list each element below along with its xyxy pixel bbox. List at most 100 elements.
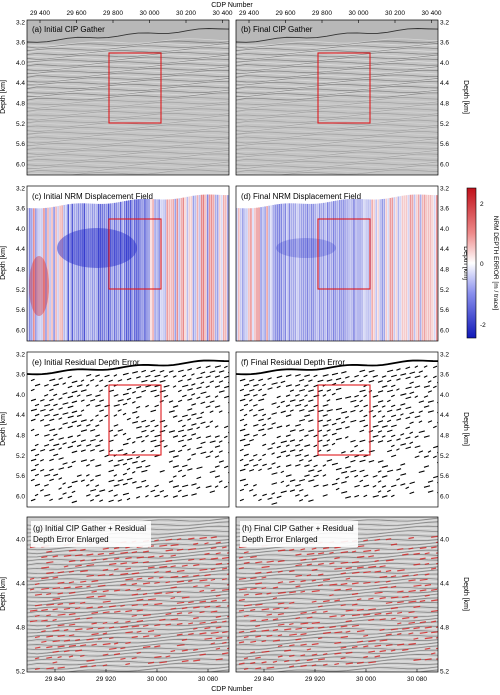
depth-tick-label-right: 3.2 — [440, 351, 449, 358]
panel-e-initial-residual-error — [27, 352, 229, 507]
depth-tick-label-right: 5.6 — [440, 307, 449, 314]
top-x-tick-label: 29 400 — [239, 10, 259, 17]
panel-a-title: (a) Initial CIP Gather — [32, 25, 105, 34]
depth-tick-label-left: 3.6 — [16, 40, 25, 47]
top-x-tick-label: 29 800 — [103, 10, 123, 17]
depth-tick-label-left: 4.8 — [16, 267, 25, 274]
panel-f-final-residual-error — [236, 352, 438, 507]
depth-tick-label-right: 4.0 — [440, 60, 449, 67]
bottom-x-tick-label: 29 920 — [305, 676, 325, 683]
depth-tick-label-left: 5.2 — [16, 668, 25, 675]
bottom-x-tick-label: 30 000 — [147, 676, 167, 683]
depth-tick-label-right: 4.8 — [440, 624, 449, 631]
panel-d-title: (d) Final NRM Displacement Field — [241, 192, 361, 201]
depth-tick-label-left: 4.0 — [16, 392, 25, 399]
depth-tick-label-right: 4.0 — [440, 392, 449, 399]
depth-tick-label-right: 5.2 — [440, 668, 449, 675]
depth-tick-label-right: 3.6 — [440, 372, 449, 379]
panel-a-initial-cip-gather — [27, 20, 229, 175]
depth-tick-label-left: 6.0 — [16, 493, 25, 500]
depth-tick-label-right: 6.0 — [440, 161, 449, 168]
depth-title-left-row4: Depth [km] — [0, 577, 7, 611]
colorbar — [466, 187, 477, 339]
panel-d-frame — [235, 185, 439, 342]
panel-c-title: (c) Initial NRM Displacement Field — [32, 192, 153, 201]
panel-g-title-line1: (g) Initial CIP Gather + Residual — [33, 524, 146, 533]
depth-tick-label-right: 4.8 — [440, 101, 449, 108]
depth-tick-label-right: 6.0 — [440, 327, 449, 334]
depth-tick-label-left: 3.2 — [16, 19, 25, 26]
depth-tick-label-left: 5.2 — [16, 453, 25, 460]
depth-tick-label-right: 5.6 — [440, 141, 449, 148]
depth-tick-label-right: 3.6 — [440, 40, 449, 47]
depth-tick-label-left: 4.0 — [16, 226, 25, 233]
depth-tick-label-left: 4.8 — [16, 433, 25, 440]
depth-tick-label-left: 6.0 — [16, 327, 25, 334]
panel-h-title-bg — [240, 521, 358, 547]
panel-c-frame — [26, 185, 230, 342]
depth-tick-label-left: 3.2 — [16, 351, 25, 358]
bottom-x-tick-label: 29 920 — [96, 676, 116, 683]
depth-tick-label-left: 4.0 — [16, 60, 25, 67]
panel-c-zoom-box — [108, 218, 162, 290]
depth-tick-label-right: 4.0 — [440, 226, 449, 233]
depth-tick-label-right: 5.2 — [440, 287, 449, 294]
panel-g-frame — [26, 516, 230, 673]
depth-tick-label-left: 5.6 — [16, 141, 25, 148]
top-x-tick-label: 30 000 — [140, 10, 160, 17]
depth-tick-label-left: 5.6 — [16, 473, 25, 480]
depth-tick-label-left: 4.8 — [16, 101, 25, 108]
panel-h-title-line1: (h) Final CIP Gather + Residual — [242, 524, 354, 533]
panel-h-final-enlarged — [236, 517, 438, 672]
bottom-x-tick-label: 30 080 — [198, 676, 218, 683]
colorbar-tick-zero: 0 — [480, 261, 484, 268]
depth-tick-label-left: 6.0 — [16, 161, 25, 168]
depth-tick-label-right: 5.2 — [440, 121, 449, 128]
panel-f-title: (f) Final Residual Depth Error — [241, 358, 345, 367]
depth-title-row3: Depth [km] — [462, 412, 469, 446]
depth-tick-label-right: 3.2 — [440, 185, 449, 192]
depth-tick-label-left: 4.0 — [16, 536, 25, 543]
bottom-x-tick-label: 29 840 — [45, 676, 65, 683]
panel-e-frame — [26, 351, 230, 508]
depth-tick-label-left: 4.4 — [16, 412, 25, 419]
panel-d-final-nrm-field — [236, 186, 438, 341]
depth-tick-label-right: 4.4 — [440, 80, 449, 87]
panel-b-title: (b) Final CIP Gather — [241, 25, 313, 34]
top-x-tick-label: 29 600 — [67, 10, 87, 17]
top-x-tick-label: 30 200 — [385, 10, 405, 17]
panel-f-frame — [235, 351, 439, 508]
depth-title-row2: Depth [km] — [462, 246, 469, 280]
top-x-tick-label: 29 400 — [30, 10, 50, 17]
depth-tick-label-left: 5.2 — [16, 121, 25, 128]
depth-tick-label-left: 4.4 — [16, 580, 25, 587]
bottom-x-tick-label: 30 000 — [356, 676, 376, 683]
depth-tick-label-right: 4.4 — [440, 580, 449, 587]
panel-b-zoom-box — [317, 52, 371, 124]
panel-h-title-line2: Depth Error Enlarged — [242, 535, 318, 544]
top-x-tick-label: 30 400 — [213, 10, 233, 17]
depth-tick-label-left: 5.2 — [16, 287, 25, 294]
depth-tick-label-left: 4.8 — [16, 624, 25, 631]
panel-g-title-bg — [31, 521, 151, 547]
depth-tick-label-left: 3.2 — [16, 185, 25, 192]
depth-tick-label-left: 3.6 — [16, 372, 25, 379]
top-x-tick-label: 29 800 — [312, 10, 332, 17]
depth-title-row4: Depth [km] — [462, 577, 469, 611]
colorbar-title: NRM DEPTH ERROR [m / trace] — [492, 216, 499, 311]
depth-title-left-row1: Depth [km] — [0, 80, 7, 114]
panel-frames — [26, 19, 439, 673]
panel-d-zoom-box — [317, 218, 371, 290]
depth-tick-label-right: 3.6 — [440, 206, 449, 213]
panel-a-zoom-box — [108, 52, 162, 124]
bottom-x-tick-label: 29 840 — [254, 676, 274, 683]
depth-title-left-row3: Depth [km] — [0, 412, 7, 446]
depth-tick-label-left: 4.4 — [16, 80, 25, 87]
top-x-tick-label: 30 400 — [422, 10, 442, 17]
colorbar-tick-neg: -2 — [480, 322, 486, 329]
depth-tick-label-right: 4.0 — [440, 536, 449, 543]
depth-tick-label-right: 5.6 — [440, 473, 449, 480]
depth-tick-label-right: 6.0 — [440, 493, 449, 500]
panel-h-frame — [235, 516, 439, 673]
panel-e-title: (e) Initial Residual Depth Error — [32, 358, 140, 367]
